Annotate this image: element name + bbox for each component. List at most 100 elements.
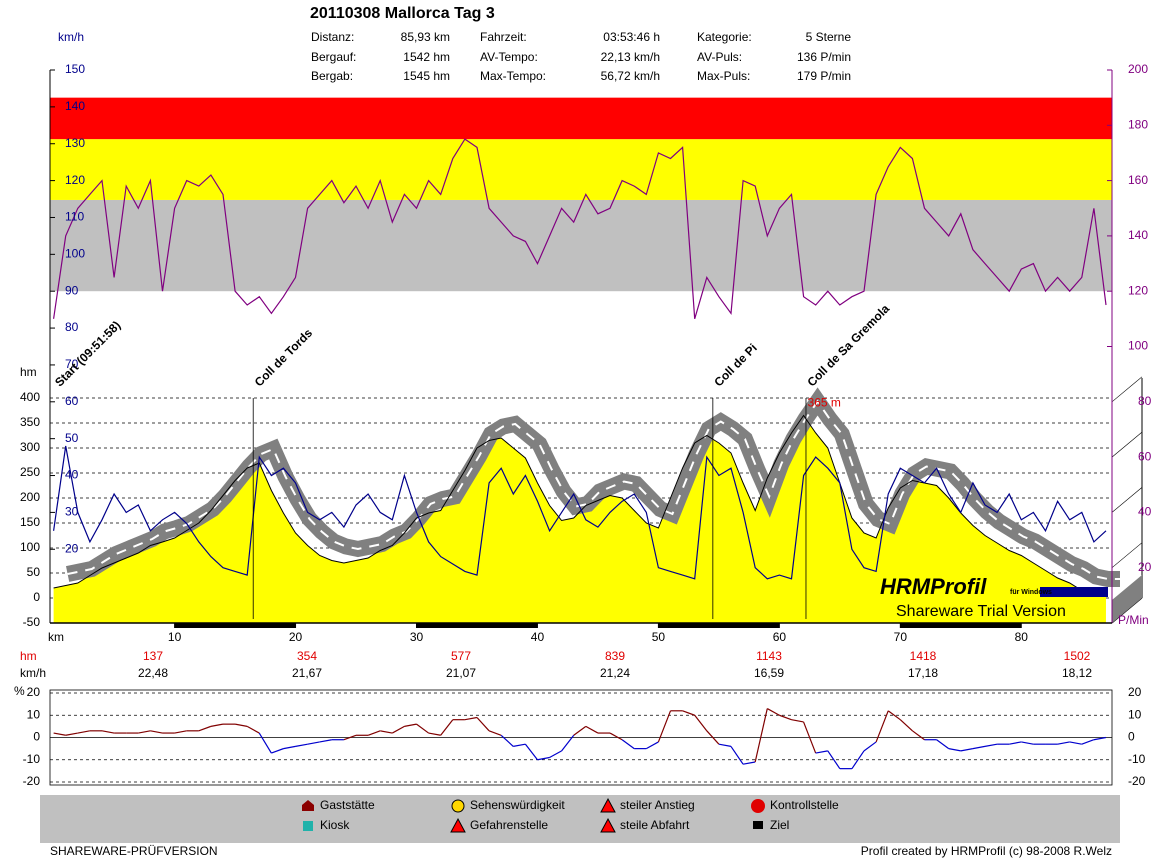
distance-bar [900, 623, 1022, 628]
summary-kmh: 18,12 [1062, 666, 1092, 680]
legend-icon [600, 797, 616, 813]
gradient-segment [766, 708, 780, 716]
gradient-segment [476, 717, 490, 732]
summary-hm: 577 [451, 649, 471, 663]
summary-kmh: 22,48 [138, 666, 168, 680]
summary-hm: 137 [143, 649, 163, 663]
gradient-tick-label: 0 [33, 730, 40, 744]
gradient-segment [682, 710, 695, 716]
gradient-segment [234, 723, 248, 727]
depth-tick-label: 80 [1138, 394, 1152, 408]
gradient-segment [657, 710, 672, 743]
stat-label: Distanz: [311, 30, 354, 44]
gradient-segment [500, 734, 514, 747]
gradient-segment [1021, 741, 1034, 745]
summary-kmh: 21,07 [446, 666, 476, 680]
gradient-segment [561, 734, 575, 752]
summary-hm: 839 [605, 649, 625, 663]
gradient-segment [1057, 741, 1070, 745]
stat-label: AV-Puls: [697, 50, 742, 64]
elevation-line [53, 414, 1106, 594]
hm-tick-label: -50 [23, 615, 41, 629]
gradient-segment [694, 714, 708, 732]
legend-label: Kiosk [320, 818, 350, 832]
title: 20110308 Mallorca Tag 3 [310, 5, 495, 22]
stat-value: 5 Sterne [806, 30, 852, 44]
gradient-segment [1069, 741, 1082, 745]
gradient-segment [1081, 739, 1095, 745]
gradient-segment [392, 725, 405, 734]
gradient-tick-label: 10 [27, 707, 41, 721]
speed-line [53, 445, 1107, 580]
stat-label: Max-Tempo: [480, 69, 546, 83]
gradient-segment [101, 730, 115, 734]
x-tick-label: 70 [894, 630, 908, 644]
legend-icon [303, 821, 313, 831]
stat-label: Max-Puls: [697, 69, 750, 83]
gradient-tick-label: -10 [23, 752, 41, 766]
gradient-tick-label-right: -20 [1128, 774, 1146, 788]
y-tick-label: 60 [65, 394, 79, 408]
x-tick-label: 80 [1015, 630, 1029, 644]
gradient-axis-label: % [14, 684, 25, 698]
gradient-segment [404, 723, 417, 727]
hm-tick-label: 250 [20, 465, 40, 479]
hr-zone [50, 97, 1112, 140]
gradient-tick-label-right: 0 [1128, 730, 1135, 744]
watermark-sub: für Windows [1010, 589, 1052, 596]
gradient-segment [295, 743, 308, 747]
gradient-segment [863, 741, 877, 752]
gradient-segment [887, 710, 901, 721]
summary-kmh: 21,24 [600, 666, 630, 680]
footer-left: SHAREWARE-PRÜFVERSION [50, 844, 218, 858]
gradient-segment [367, 730, 381, 736]
watermark-note: Shareware Trial Version [896, 603, 1066, 620]
y2-tick-label: 120 [1128, 283, 1148, 297]
depth-tick [1111, 487, 1143, 513]
gradient-segment [549, 750, 562, 759]
gradient-segment [380, 730, 393, 734]
gradient-segment [936, 739, 950, 750]
gradient-segment [428, 732, 441, 736]
gradient-segment [513, 743, 526, 747]
y-tick-label: 130 [65, 136, 85, 150]
y-tick-label: 100 [65, 247, 85, 261]
distance-bar [658, 623, 780, 628]
gradient-segment [984, 743, 998, 747]
gradient-segment [742, 761, 756, 765]
depth-tick [1111, 431, 1143, 458]
gradient-segment [585, 725, 599, 734]
stat-label: Bergab: [311, 69, 353, 83]
summary-kmh-label: km/h [20, 666, 46, 680]
gradient-segment [815, 750, 828, 754]
gradient-segment [779, 714, 792, 721]
summary-hm: 1418 [910, 649, 937, 663]
gradient-segment [258, 732, 272, 754]
y-tick-label: 110 [65, 210, 84, 224]
legend-icon [450, 817, 466, 833]
stat-label: AV-Tempo: [480, 50, 538, 64]
gradient-segment [440, 719, 454, 736]
legend-label: steiler Anstieg [620, 798, 695, 812]
stat-value: 22,13 km/h [601, 50, 660, 64]
depth-box [1111, 376, 1143, 624]
gradient-segment [912, 730, 925, 741]
gradient-segment [319, 739, 332, 743]
gradient-segment [718, 743, 732, 747]
y-tick-label: 120 [65, 173, 85, 187]
y-axis-label: km/h [58, 30, 84, 44]
gradient-tick-label-right: 10 [1128, 707, 1142, 721]
hm-tick-label: 350 [20, 415, 40, 429]
distance-bar [416, 623, 538, 628]
gradient-segment [609, 732, 623, 741]
gradient-tick-label: 20 [27, 685, 41, 699]
gradient-segment [803, 721, 817, 754]
y-tick-label: 20 [65, 541, 79, 555]
gradient-segment [875, 710, 889, 743]
x-tick-label: 50 [652, 630, 666, 644]
gradient-segment [174, 730, 187, 734]
gradient-segment [488, 730, 502, 736]
stat-value: 136 P/min [797, 50, 851, 64]
